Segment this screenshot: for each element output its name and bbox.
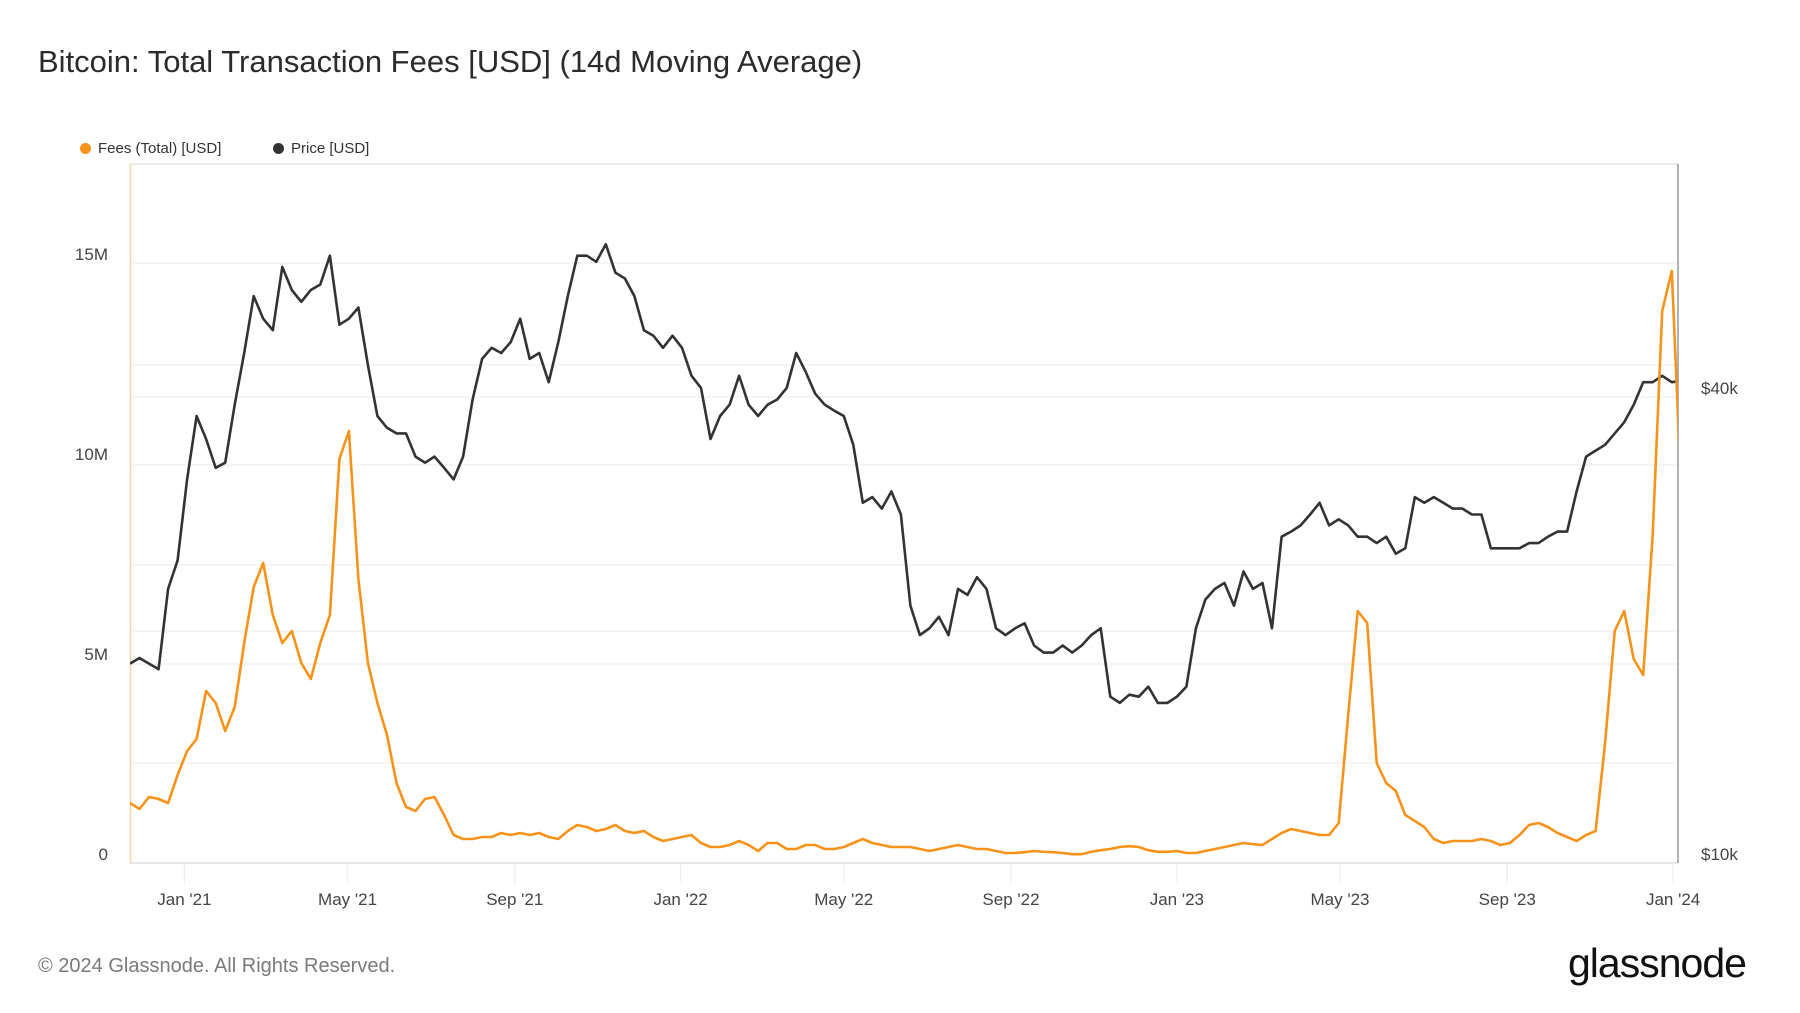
x-tick-label: May '21 xyxy=(318,890,377,909)
y-left-tick-label: 0 xyxy=(99,845,108,864)
y-left-tick-label: 5M xyxy=(84,645,108,664)
x-tick-label: Sep '23 xyxy=(1479,890,1536,909)
left-axis-ticks: 0 5M 10M 15M xyxy=(75,245,108,864)
y-right-tick-label: $10k xyxy=(1701,845,1738,864)
glassnode-logo: glassnode xyxy=(1568,940,1747,986)
price-series-line xyxy=(130,243,1678,705)
legend-item-price[interactable]: Price [USD] xyxy=(273,140,369,157)
fees-series-line xyxy=(130,269,1678,856)
x-tick-label: Sep '22 xyxy=(982,890,1039,909)
y-right-tick-label: $40k xyxy=(1701,379,1738,398)
y-left-tick-label: 15M xyxy=(75,245,108,264)
right-axis-ticks: $10k $40k xyxy=(1701,379,1738,864)
x-tick-label: May '22 xyxy=(814,890,873,909)
legend-item-fees[interactable]: Fees (Total) [USD] xyxy=(80,140,221,157)
y-left-tick-label: 10M xyxy=(75,445,108,464)
x-tick-label: Jan '24 xyxy=(1646,890,1700,909)
gridlines xyxy=(130,262,1678,764)
chart-title: Bitcoin: Total Transaction Fees [USD] (1… xyxy=(38,44,863,79)
x-tick-label: Jan '23 xyxy=(1150,890,1204,909)
legend-label-fees: Fees (Total) [USD] xyxy=(98,140,222,157)
x-axis-ticks: Jan '21 May '21 Sep '21 Jan '22 May '22 Sep '… xyxy=(157,863,1700,909)
x-tick-label: Jan '22 xyxy=(653,890,707,909)
x-tick-label: Sep '21 xyxy=(486,890,543,909)
fees-legend-dot-icon xyxy=(80,143,91,154)
copyright-footer: © 2024 Glassnode. All Rights Reserved. xyxy=(38,955,396,977)
x-tick-label: May '23 xyxy=(1311,890,1370,909)
x-tick-label: Jan '21 xyxy=(157,890,211,909)
legend-label-price: Price [USD] xyxy=(291,140,370,157)
price-legend-dot-icon xyxy=(273,143,284,154)
